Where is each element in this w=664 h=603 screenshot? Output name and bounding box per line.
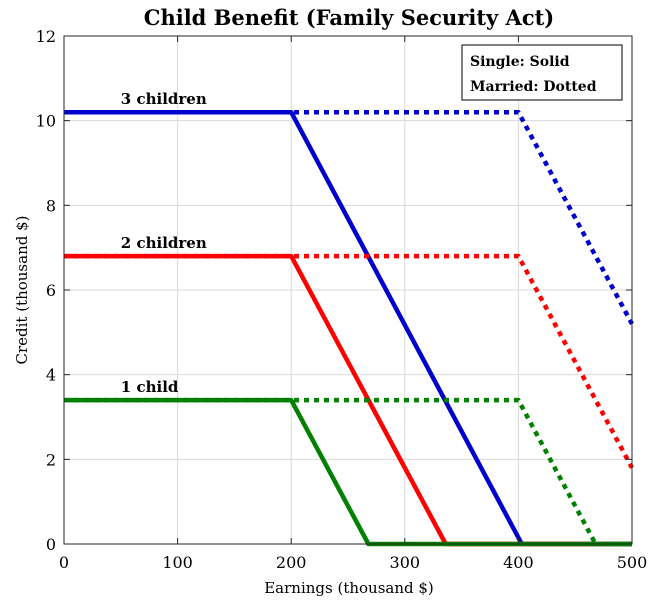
series-label: 2 children bbox=[121, 234, 207, 252]
y-tick-label: 10 bbox=[36, 112, 56, 131]
x-tick-label: 200 bbox=[276, 553, 307, 572]
series-label: 3 children bbox=[121, 90, 207, 108]
x-tick-label: 500 bbox=[617, 553, 648, 572]
chart-title: Child Benefit (Family Security Act) bbox=[144, 5, 555, 30]
y-tick-label: 6 bbox=[46, 281, 56, 300]
y-tick-label: 2 bbox=[46, 450, 56, 469]
series-annotations: 3 children 2 children 1 child bbox=[121, 90, 207, 396]
series-line-1-child-dotted bbox=[64, 397, 632, 547]
series-line-2-children-dotted bbox=[64, 253, 634, 469]
axis-ticks: 0 100 200 300 400 500 0 2 4 6 8 10 12 bbox=[36, 27, 648, 572]
legend: Single: Solid Married: Dotted bbox=[461, 44, 623, 101]
x-tick-label: 400 bbox=[503, 553, 534, 572]
x-tick-label: 300 bbox=[390, 553, 421, 572]
series-line-3-children-dotted bbox=[64, 109, 634, 325]
x-tick-label: 0 bbox=[59, 553, 69, 572]
legend-entry-single: Single: Solid bbox=[470, 54, 570, 70]
x-axis-label: Earnings (thousand $) bbox=[264, 579, 434, 597]
x-tick-label: 100 bbox=[162, 553, 193, 572]
legend-entry-married: Married: Dotted bbox=[470, 79, 597, 95]
y-axis-label: Credit (thousand $) bbox=[13, 215, 31, 364]
y-tick-label: 4 bbox=[46, 366, 56, 385]
y-tick-label: 8 bbox=[46, 196, 56, 215]
legend-box bbox=[461, 44, 623, 101]
y-tick-label: 0 bbox=[46, 535, 56, 554]
y-tick-label: 12 bbox=[36, 27, 56, 46]
series-label: 1 child bbox=[121, 378, 179, 396]
series-line-3-children-solid bbox=[64, 109, 632, 547]
series-line-1-child-solid bbox=[64, 397, 632, 547]
series-lines bbox=[64, 109, 634, 547]
